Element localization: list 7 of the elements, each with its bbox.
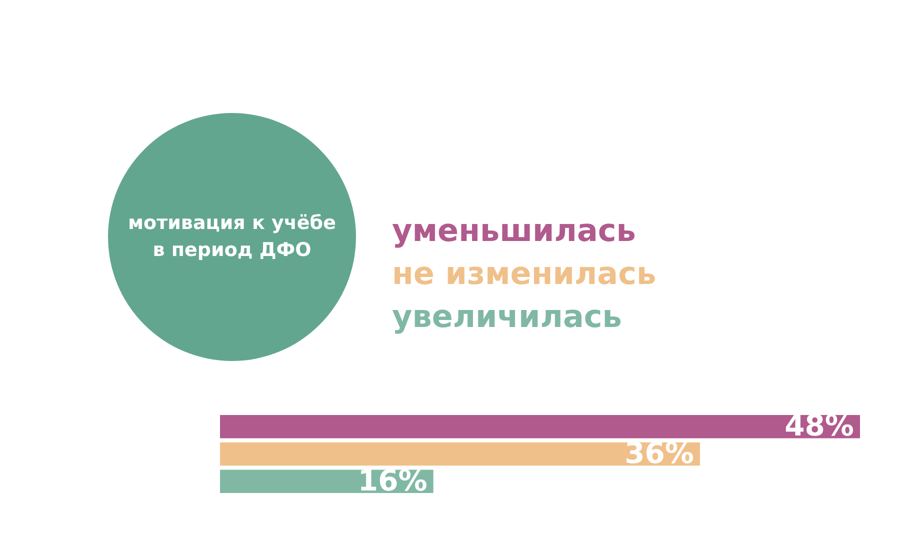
text: увеличилась bbox=[392, 298, 623, 337]
chart-title: мотивация к учёбе в период ДФО bbox=[128, 211, 336, 263]
data-label: 16% bbox=[358, 463, 428, 498]
data-label: 36% bbox=[624, 436, 694, 470]
text: не изменилась bbox=[392, 255, 656, 294]
data-label: 48% bbox=[784, 408, 854, 443]
text: уменьшилась bbox=[392, 212, 637, 251]
